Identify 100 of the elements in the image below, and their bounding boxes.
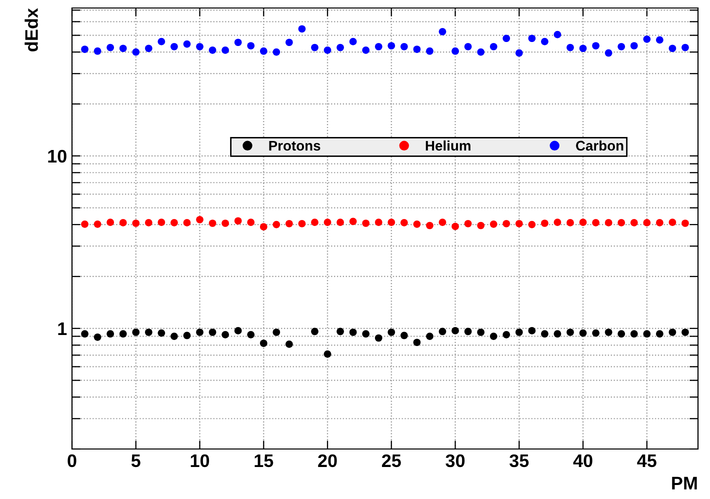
point <box>502 220 510 228</box>
point <box>158 329 166 337</box>
point <box>528 220 536 228</box>
point <box>604 219 612 226</box>
point <box>374 334 382 342</box>
point <box>618 330 626 338</box>
point <box>144 44 152 52</box>
point <box>452 47 459 55</box>
point <box>604 328 612 336</box>
point <box>541 330 548 338</box>
point <box>247 330 255 338</box>
point <box>298 25 306 33</box>
point <box>515 328 523 336</box>
point <box>119 219 127 226</box>
point <box>528 327 536 334</box>
point <box>222 220 229 227</box>
point <box>490 220 498 228</box>
point <box>234 327 242 334</box>
x-tick-label: 10 <box>190 454 210 468</box>
point <box>413 220 421 228</box>
point <box>222 46 229 54</box>
point <box>490 332 498 340</box>
point <box>579 329 587 337</box>
point <box>170 332 178 340</box>
point <box>630 330 638 338</box>
point <box>132 48 140 56</box>
point <box>94 47 102 55</box>
x-tick-label: 25 <box>382 454 401 468</box>
point <box>336 44 344 52</box>
point <box>579 44 587 52</box>
point <box>643 219 651 226</box>
point <box>119 330 127 338</box>
point <box>464 220 472 228</box>
point <box>158 218 166 226</box>
point <box>604 49 612 57</box>
point <box>438 28 446 36</box>
point <box>592 219 600 226</box>
point <box>490 42 498 50</box>
point <box>298 220 306 228</box>
point <box>311 328 318 336</box>
point <box>400 42 408 50</box>
point <box>324 46 332 54</box>
point <box>272 220 280 228</box>
point <box>477 48 484 56</box>
point <box>324 350 332 358</box>
point <box>388 42 396 50</box>
point <box>349 218 357 226</box>
point <box>106 44 114 52</box>
point <box>286 38 293 46</box>
point <box>668 44 676 52</box>
point <box>362 46 370 54</box>
point <box>502 34 510 42</box>
point <box>324 218 332 226</box>
point <box>158 38 166 46</box>
x-tick-label: 5 <box>131 454 140 468</box>
legend-label: Carbon <box>576 140 624 151</box>
point <box>566 328 574 336</box>
point <box>388 218 396 226</box>
point <box>183 40 191 48</box>
point <box>260 340 268 347</box>
point <box>426 222 434 230</box>
point <box>464 42 472 50</box>
x-tick-label: 15 <box>254 454 274 468</box>
point <box>413 46 421 53</box>
point <box>554 330 562 338</box>
point <box>183 332 191 340</box>
point <box>438 328 446 336</box>
y-tick-label: 1 <box>58 322 67 335</box>
point <box>362 330 370 338</box>
point <box>566 219 574 226</box>
point <box>618 42 626 50</box>
point <box>464 328 472 336</box>
point <box>81 330 88 338</box>
point <box>413 338 421 346</box>
point <box>643 330 651 338</box>
legend-label: Helium <box>426 140 470 151</box>
point <box>196 216 204 224</box>
point <box>362 220 370 227</box>
point <box>234 217 242 225</box>
point <box>374 42 382 50</box>
point <box>426 47 434 55</box>
point <box>336 218 344 226</box>
point <box>566 44 574 52</box>
point <box>196 42 204 50</box>
point <box>656 330 664 338</box>
point <box>170 42 178 50</box>
point <box>682 220 689 227</box>
point <box>554 218 562 226</box>
point <box>579 218 587 226</box>
point <box>630 42 638 50</box>
point <box>541 38 548 46</box>
point <box>222 330 229 338</box>
point <box>682 328 689 336</box>
point <box>668 328 676 336</box>
point <box>286 340 293 348</box>
point <box>170 219 178 226</box>
point <box>515 220 523 228</box>
point <box>592 329 600 337</box>
point <box>208 220 216 227</box>
legend-label: Protons <box>269 140 320 151</box>
